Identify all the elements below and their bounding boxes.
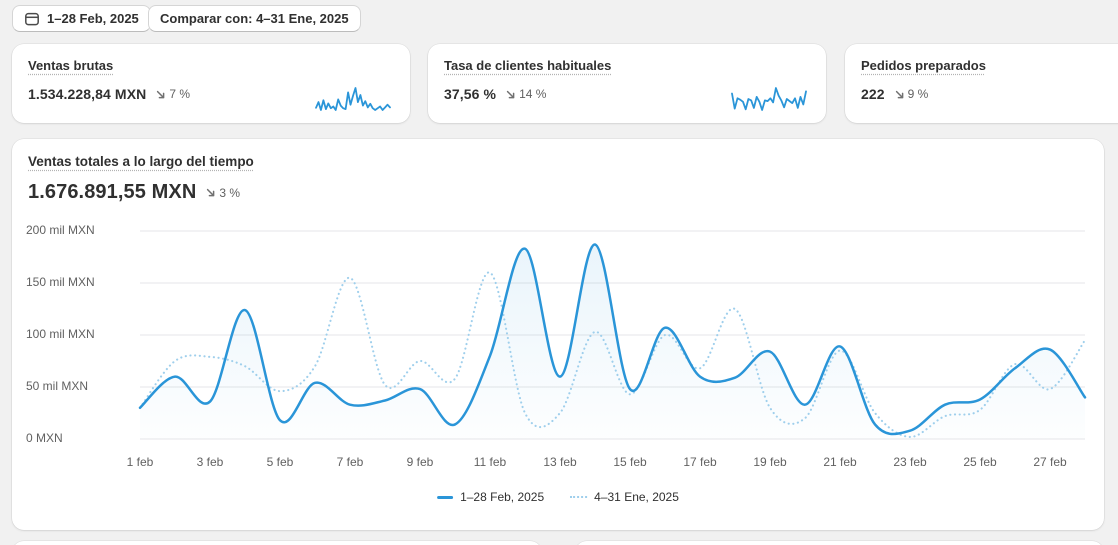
legend-label: 1–28 Feb, 2025 (460, 490, 545, 504)
metric-card-gross-sales[interactable]: Ventas brutas 1.534.228,84 MXN 7 % (12, 44, 410, 123)
x-axis-label: 27 feb (1033, 455, 1067, 469)
y-axis-label: 100 mil MXN (26, 327, 95, 341)
bottom-card-stub (575, 541, 1104, 545)
metric-card-value: 1.534.228,84 MXN (28, 86, 147, 102)
area-fill (140, 244, 1085, 439)
trend-delta: 14 % (505, 87, 546, 101)
metric-value-row: 37,56 % 14 % (444, 86, 546, 102)
metric-card-title[interactable]: Pedidos preparados (861, 58, 986, 73)
x-axis-label: 9 feb (406, 455, 434, 469)
metric-card-title[interactable]: Tasa de clientes habituales (444, 58, 612, 73)
trend-delta: 7 % (155, 87, 190, 101)
metric-value-row: 222 9 % (861, 86, 928, 102)
y-axis-label: 0 MXN (26, 431, 63, 445)
compare-line (138, 271, 1087, 438)
metric-card-fulfilled-orders[interactable]: Pedidos preparados 222 9 % (845, 44, 1118, 123)
x-axis-label: 5 feb (266, 455, 294, 469)
compare-button[interactable]: Comparar con: 4–31 Ene, 2025 (148, 5, 361, 32)
x-axis-label: 23 feb (893, 455, 927, 469)
legend-label: 4–31 Ene, 2025 (594, 490, 679, 504)
trend-down-icon (157, 90, 165, 98)
chart-total-value: 1.676.891,55 MXN (28, 181, 197, 203)
sparkline (315, 87, 391, 111)
trend-down-icon (207, 188, 215, 197)
trend-down-icon (506, 90, 515, 98)
legend-dots-swatch (570, 496, 588, 498)
trend-delta: 9 % (894, 87, 928, 101)
sales-line-chart[interactable] (12, 139, 1104, 530)
x-axis-label: 17 feb (683, 455, 717, 469)
x-axis-label: 7 feb (336, 455, 364, 469)
x-axis-label: 13 feb (543, 455, 577, 469)
y-axis-label: 150 mil MXN (26, 275, 95, 289)
current-line (138, 243, 1087, 436)
legend-item-current: 1–28 Feb, 2025 (437, 490, 544, 504)
calendar-icon (24, 11, 40, 27)
metric-value-row: 1.534.228,84 MXN 7 % (28, 86, 190, 102)
date-range-button[interactable]: 1–28 Feb, 2025 (12, 5, 151, 32)
x-axis-label: 1 feb (126, 455, 154, 469)
legend: 1–28 Feb, 2025 4–31 Ene, 2025 (437, 490, 679, 504)
x-axis-label: 3 feb (196, 455, 224, 469)
y-axis-label: 200 mil MXN (26, 223, 95, 237)
legend-line-swatch (437, 495, 454, 499)
metric-card-title[interactable]: Ventas brutas (28, 58, 114, 73)
x-axis-label: 11 feb (473, 455, 507, 469)
chart-total-row: 1.676.891,55 MXN 3 % (28, 181, 240, 204)
trend-down-icon (895, 90, 904, 98)
metric-card-returning-rate[interactable]: Tasa de clientes habituales 37,56 % 14 % (428, 44, 826, 123)
bottom-card-stub (12, 541, 542, 545)
date-range-label: 1–28 Feb, 2025 (47, 11, 139, 26)
y-axis-label: 50 mil MXN (26, 379, 89, 393)
legend-item-compare: 4–31 Ene, 2025 (570, 490, 679, 504)
chart-title[interactable]: Ventas totales a lo largo del tiempo (28, 154, 254, 169)
trend-delta: 3 % (205, 186, 240, 200)
metric-card-value: 222 (861, 86, 885, 102)
x-axis-label: 21 feb (823, 455, 857, 469)
x-axis-label: 19 feb (753, 455, 787, 469)
x-axis-label: 15 feb (613, 455, 647, 469)
x-axis-label: 25 feb (963, 455, 997, 469)
metric-card-value: 37,56 % (444, 86, 497, 102)
sparkline (731, 87, 807, 111)
compare-label: Comparar con: 4–31 Ene, 2025 (160, 11, 349, 26)
sales-over-time-card: Ventas totales a lo largo del tiempo 1.6… (12, 139, 1104, 530)
